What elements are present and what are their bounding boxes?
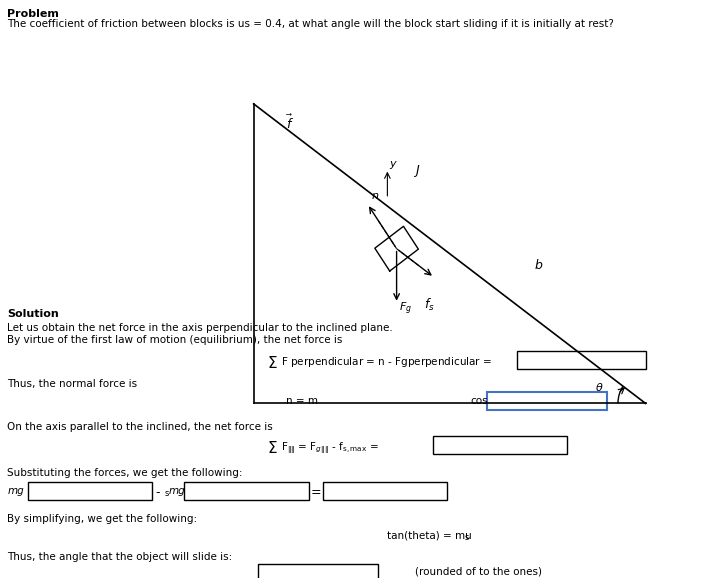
Text: $\theta$: $\theta$: [595, 382, 603, 394]
Text: $\mathregular{F}$ perpendicular = n - Fgperpendicular =: $\mathregular{F}$ perpendicular = n - Fg…: [281, 354, 493, 369]
Text: s: s: [465, 533, 470, 543]
Text: mg: mg: [7, 486, 24, 496]
Bar: [434, 437, 567, 455]
Text: Thus, the angle that the object will slide is:: Thus, the angle that the object will sli…: [7, 552, 233, 562]
Text: (rounded of to the ones): (rounded of to the ones): [415, 566, 542, 576]
Bar: [487, 393, 607, 411]
Text: -: -: [155, 486, 160, 499]
Bar: [258, 565, 378, 579]
Text: $\Sigma$: $\Sigma$: [267, 354, 278, 371]
Bar: [27, 482, 152, 500]
Text: y: y: [389, 159, 396, 169]
Text: n: n: [372, 191, 379, 201]
Bar: [185, 482, 309, 500]
Text: =: =: [311, 486, 321, 499]
Text: Thus, the normal force is: Thus, the normal force is: [7, 379, 137, 389]
Bar: [323, 482, 447, 500]
Text: Solution: Solution: [7, 309, 59, 318]
Text: $F_g$: $F_g$: [399, 301, 413, 317]
Text: Substituting the forces, we get the following:: Substituting the forces, we get the foll…: [7, 468, 243, 478]
Text: s: s: [164, 489, 168, 499]
Text: $f_s$: $f_s$: [424, 296, 435, 313]
Text: $\Sigma$: $\Sigma$: [267, 441, 278, 456]
Text: mg: mg: [169, 486, 186, 496]
Text: n = m: n = m: [286, 397, 318, 406]
Text: J: J: [415, 164, 418, 177]
Text: tan(theta) = mu: tan(theta) = mu: [388, 530, 472, 540]
Text: cos: cos: [470, 397, 488, 406]
Text: b: b: [535, 259, 543, 272]
Text: Let us obtain the net force in the axis perpendicular to the inclined plane.: Let us obtain the net force in the axis …: [7, 323, 393, 332]
Text: On the axis parallel to the inclined, the net force is: On the axis parallel to the inclined, th…: [7, 423, 273, 433]
Bar: [516, 350, 646, 368]
Text: The coefficient of friction between blocks is us = 0.4, at what angle will the b: The coefficient of friction between bloc…: [7, 19, 614, 29]
Text: $\vec{f}$: $\vec{f}$: [286, 113, 294, 132]
Text: Problem: Problem: [7, 9, 59, 19]
Text: F$_{\|\|}$ = F$_{g\|\|}$ - f$_{\mathregular{s,max}}$ =: F$_{\|\|}$ = F$_{g\|\|}$ - f$_{\mathregu…: [281, 441, 379, 456]
Text: By virtue of the first law of motion (equilibrium), the net force is: By virtue of the first law of motion (eq…: [7, 335, 343, 345]
Text: By simplifying, we get the following:: By simplifying, we get the following:: [7, 514, 198, 525]
